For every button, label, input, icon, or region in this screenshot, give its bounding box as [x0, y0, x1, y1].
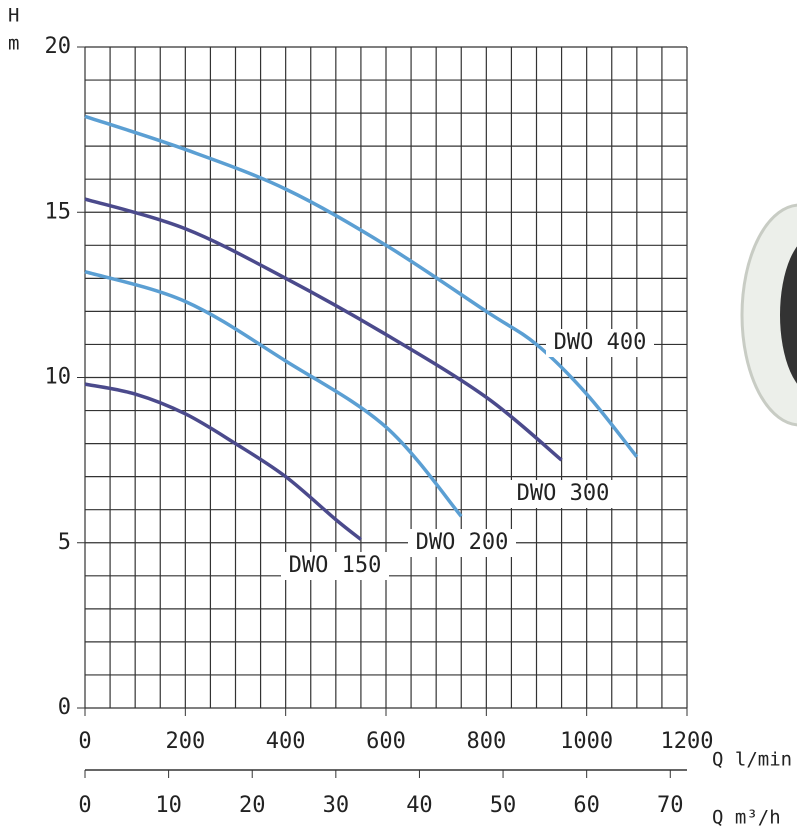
curve — [84, 114, 639, 458]
curve — [84, 382, 363, 541]
curve — [84, 270, 463, 518]
x2-axis-label: Q m³/h — [712, 807, 781, 829]
x2-tick-label: 50 — [490, 793, 517, 818]
x-tick-label: 600 — [366, 729, 406, 754]
y-tick-label: 15 — [45, 199, 72, 224]
y-tick-label: 5 — [58, 530, 71, 555]
y-tick-label: 10 — [45, 365, 72, 390]
curve-label: DWO 400 — [554, 330, 647, 355]
x-tick-label: 1200 — [661, 729, 714, 754]
y-tick-label: 20 — [45, 34, 72, 59]
x-tick-label: 800 — [466, 729, 506, 754]
curve — [84, 197, 563, 462]
curve-label: DWO 300 — [517, 481, 610, 506]
label-bg — [408, 529, 516, 557]
y-tick-label: 0 — [58, 695, 71, 720]
x-tick-label: 400 — [266, 729, 306, 754]
x2-tick-label: 70 — [657, 793, 684, 818]
y-axis-unit: m — [8, 33, 19, 55]
x-tick-label: 1000 — [560, 729, 613, 754]
curve-label: DWO 200 — [416, 530, 509, 555]
grid — [84, 46, 688, 709]
x-axis-label: Q l/min — [712, 749, 792, 771]
x2-tick-label: 40 — [406, 793, 433, 818]
label-bg — [509, 480, 617, 508]
x2-tick-label: 30 — [323, 793, 350, 818]
x2-tick-label: 10 — [155, 793, 182, 818]
label-bg — [281, 552, 389, 580]
label-bg — [546, 329, 654, 357]
x-tick-label: 0 — [78, 729, 91, 754]
x-tick-label: 200 — [165, 729, 205, 754]
y-axis-label: H — [8, 5, 19, 27]
x2-tick-label: 20 — [239, 793, 266, 818]
curve-label: DWO 150 — [289, 553, 382, 578]
pump-photo — [740, 203, 797, 427]
x2-tick-label: 60 — [573, 793, 600, 818]
x2-tick-label: 0 — [78, 793, 91, 818]
